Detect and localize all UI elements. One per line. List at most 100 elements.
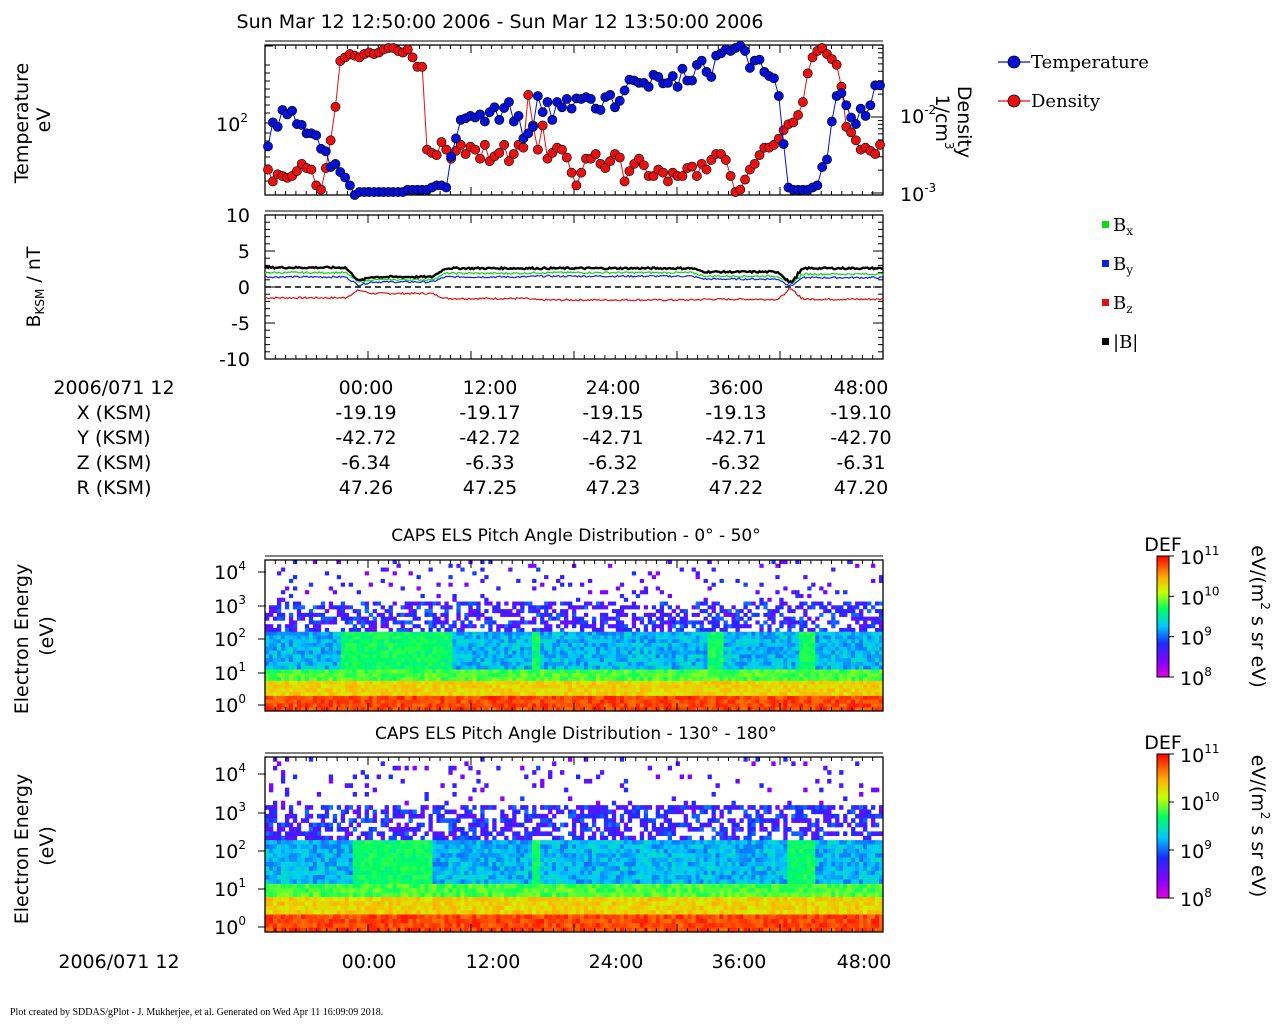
spectrogram-cell	[607, 639, 613, 644]
spectrogram-cell	[364, 646, 369, 651]
spectrogram-cell	[440, 699, 445, 704]
spectrogram-cell	[823, 665, 828, 670]
spectrogram-cell	[823, 635, 828, 640]
spectrogram-cell	[292, 635, 298, 640]
spectrogram-cell	[827, 703, 832, 708]
energy-tick-label: 102	[214, 626, 246, 651]
spectrogram-cell	[851, 688, 856, 693]
spectrogram-cell	[675, 627, 680, 633]
spectrogram-cell	[803, 650, 808, 655]
spectrogram-cell	[316, 605, 322, 610]
spectrogram-cell	[723, 707, 728, 712]
spectrogram-cell	[839, 669, 844, 674]
spectrogram-cell	[336, 680, 342, 685]
spectrogram-cell	[863, 620, 868, 625]
spectrogram-cell	[691, 650, 696, 655]
spectrogram-cell	[368, 677, 373, 682]
spectrogram-cell	[368, 703, 373, 708]
spectrogram-cell	[476, 707, 481, 712]
spectrogram-cell	[265, 897, 270, 902]
spectrogram-cell	[312, 707, 318, 712]
spectrogram-cell	[548, 673, 553, 678]
spectrogram-cell	[392, 695, 397, 700]
spectrogram-cell	[735, 620, 740, 625]
spectrogram-cell	[380, 612, 385, 617]
spectrogram-cell	[635, 707, 641, 712]
spectrogram-cell	[456, 609, 461, 614]
spectrogram-cell	[352, 650, 358, 655]
spectrogram-cell	[783, 680, 788, 685]
spectrogram-cell	[763, 650, 768, 655]
spectrogram-cell	[603, 631, 609, 636]
spectrogram-cell	[783, 688, 788, 693]
spectrogram-cell	[731, 677, 736, 682]
spectrogram-cell	[472, 635, 477, 640]
spectrogram-cell	[711, 601, 716, 606]
spectrogram-cell	[691, 684, 696, 689]
spectrogram-cell	[835, 658, 840, 663]
spectrogram-cell	[647, 646, 653, 651]
spectrogram-cell	[835, 680, 840, 685]
spectrogram-cell	[472, 688, 477, 693]
spectrogram-cell	[476, 661, 481, 666]
spectrogram-cell	[683, 688, 688, 693]
spectrogram-cell	[376, 669, 381, 674]
spectrogram-cell	[783, 661, 788, 666]
spectrogram-cell	[456, 658, 461, 663]
spectrogram-cell	[456, 665, 461, 670]
spectrogram-cell	[771, 695, 776, 700]
spectrogram-cell	[699, 654, 704, 659]
spectrogram-cell	[284, 707, 290, 712]
spectrogram-cell	[432, 601, 437, 606]
spectrogram-cell	[595, 707, 601, 712]
spectrogram-cell	[763, 605, 768, 610]
spectrogram-cell	[444, 669, 449, 674]
spectrogram-cell	[508, 677, 513, 682]
legend-density: Density	[998, 91, 1101, 112]
spectrogram-cell	[863, 673, 868, 678]
spectrogram-cell	[404, 707, 409, 712]
spectrogram-cell	[460, 639, 465, 644]
spectrogram-cell	[416, 586, 421, 591]
spectrogram-cell	[659, 669, 665, 674]
spectrogram-cell	[623, 635, 629, 640]
spectrogram-cell	[711, 624, 716, 629]
spectrogram-cell	[807, 643, 812, 648]
spectrogram-cell	[715, 624, 720, 629]
spectrogram-cell	[356, 703, 361, 708]
spectrogram-cell	[851, 680, 856, 685]
spectrogram-cell	[320, 654, 326, 659]
spectrogram-cell	[284, 639, 290, 644]
temperature-point	[812, 180, 823, 191]
spectrogram-cell	[292, 643, 298, 648]
spectrogram-cell	[296, 631, 302, 636]
spectrogram-cell	[308, 661, 314, 666]
spectrogram-cell	[476, 612, 481, 617]
spectrogram-cell	[879, 620, 884, 625]
spectrogram-cell	[288, 650, 294, 655]
spectrogram-cell	[284, 665, 290, 670]
spectrogram-cell	[265, 654, 270, 659]
spectrogram-cell	[352, 673, 358, 678]
temperature-point	[320, 146, 331, 157]
temperature-point	[754, 54, 765, 65]
density-point	[638, 160, 649, 171]
spectrogram-cell	[420, 654, 425, 659]
spectrogram-cell	[819, 680, 824, 685]
spectrogram-cell	[376, 646, 381, 651]
spectrogram-cell	[420, 643, 425, 648]
spectrogram-cell	[304, 677, 310, 682]
spectrogram-cell	[703, 665, 708, 670]
spectrogram-cell	[288, 631, 294, 636]
spectrogram-cell	[308, 635, 314, 640]
spectrogram-cell	[679, 661, 684, 666]
spectrogram-cell	[591, 646, 597, 651]
spectrogram-cell	[268, 787, 274, 793]
spectrogram-cell	[635, 684, 641, 689]
spectrogram-cell	[492, 646, 497, 651]
spectrogram-cell	[416, 646, 421, 651]
spectrogram-cell	[544, 692, 549, 697]
spectrogram-cell	[472, 571, 477, 576]
spectrogram-cell	[400, 612, 405, 617]
spectrogram-cell	[496, 635, 501, 640]
